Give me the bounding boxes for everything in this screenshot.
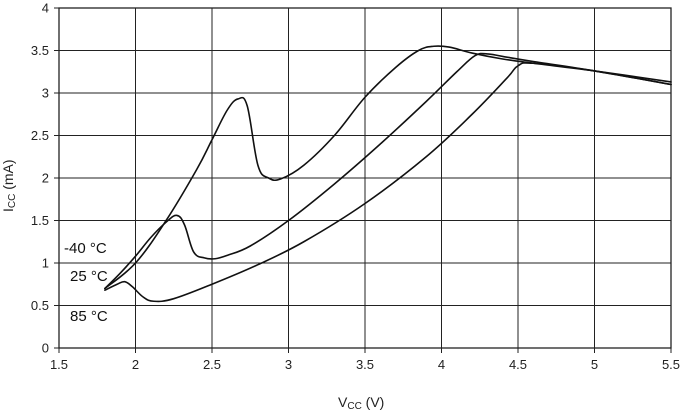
y-tick-label: 0.5 xyxy=(31,298,49,313)
curves xyxy=(104,45,672,303)
gridlines xyxy=(54,7,672,353)
series-label-25: 25 °C xyxy=(70,268,108,285)
y-tick-label: 2 xyxy=(42,171,49,186)
x-tick-label: 4 xyxy=(438,357,445,372)
curve-25c xyxy=(104,52,672,290)
x-tick-label: 5 xyxy=(591,357,598,372)
tick-labels: 1.5 2 2.5 3 3.5 4 4.5 5 5.5 0 0.5 1 1.5 2 2.5 3 3.5 4 xyxy=(31,1,680,373)
y-tick-label: 3.5 xyxy=(31,43,49,58)
x-axis-title: VCC (V) xyxy=(338,394,384,412)
y-tick-label: 1.5 xyxy=(31,213,49,228)
x-tick-label: 2 xyxy=(132,357,139,372)
y-tick-label: 2.5 xyxy=(31,128,49,143)
x-tick-label: 3.5 xyxy=(356,357,374,372)
x-tick-label: 3 xyxy=(285,357,292,372)
x-tick-label: 2.5 xyxy=(203,357,221,372)
y-tick-label: 0 xyxy=(42,341,49,356)
y-tick-label: 3 xyxy=(42,86,49,101)
curve-minus40c xyxy=(104,45,672,290)
x-tick-label: 4.5 xyxy=(509,357,527,372)
y-tick-label: 4 xyxy=(42,1,49,16)
y-tick-label: 1 xyxy=(42,256,49,271)
series-label-85: 85 °C xyxy=(70,308,108,325)
curve-85c xyxy=(104,62,672,303)
y-axis-title: ICC (mA) xyxy=(0,159,18,212)
series-label-minus40: -40 °C xyxy=(64,240,107,257)
plot-frame xyxy=(58,7,672,349)
x-tick-label: 5.5 xyxy=(662,357,680,372)
x-tick-label: 1.5 xyxy=(50,357,68,372)
